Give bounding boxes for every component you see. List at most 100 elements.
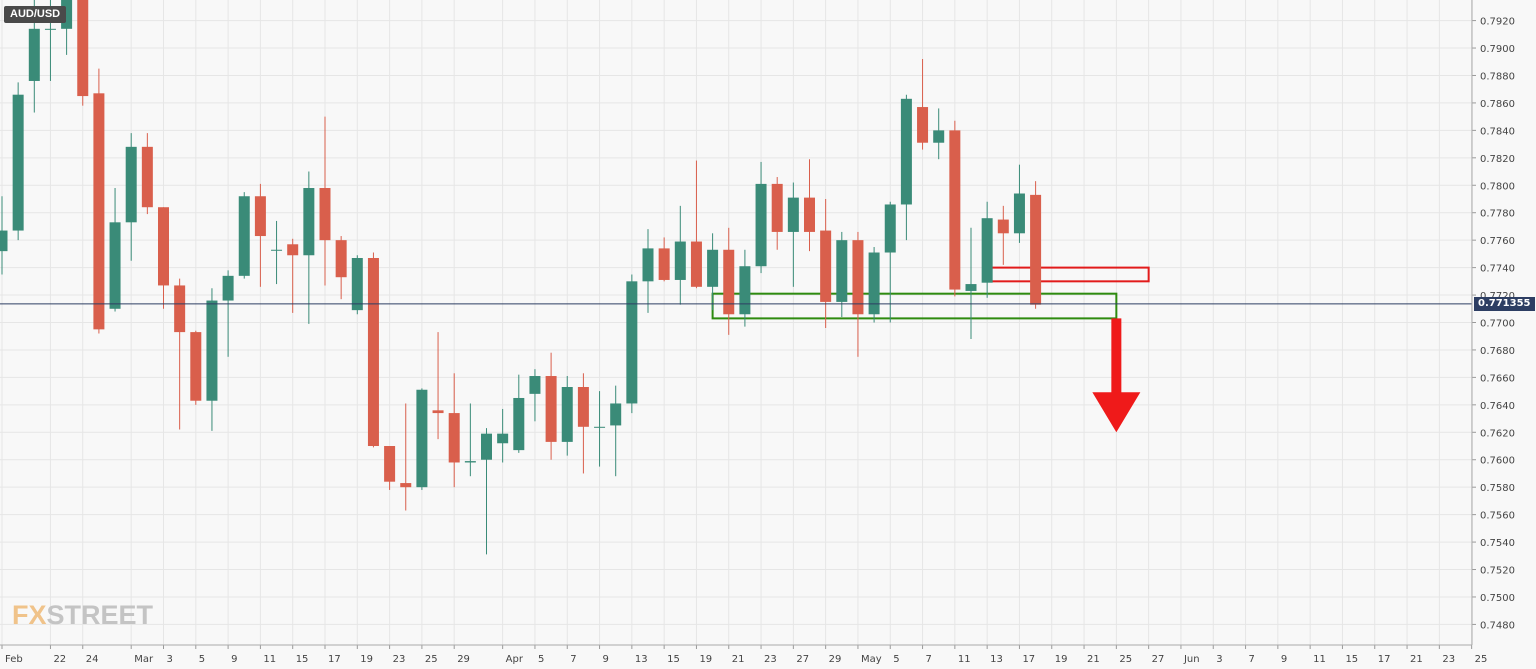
candle-body — [0, 230, 8, 252]
candle-body — [900, 98, 912, 205]
candle-body — [416, 389, 428, 488]
x-tick-label: 3 — [167, 654, 173, 665]
y-tick-label: 0.7840 — [1480, 126, 1515, 137]
candle-body — [1013, 193, 1025, 234]
x-tick-label: 23 — [393, 654, 406, 665]
bearish-candle — [174, 278, 186, 430]
x-tick-label: 25 — [425, 654, 438, 665]
bullish-candle — [513, 374, 525, 453]
y-tick-label: 0.7720 — [1480, 291, 1515, 302]
candle-body — [658, 248, 670, 280]
bullish-candle — [238, 192, 250, 279]
candle-body — [513, 397, 525, 451]
candle-body — [594, 426, 606, 428]
down-arrow — [1092, 318, 1141, 433]
candles — [0, 0, 1042, 555]
y-tick-label: 0.7540 — [1480, 538, 1515, 549]
x-tick-label: Apr — [506, 654, 524, 665]
bullish-candle — [739, 249, 751, 327]
x-tick-label: 7 — [926, 654, 932, 665]
x-tick-label: 19 — [360, 654, 373, 665]
bearish-candle — [917, 59, 929, 150]
candle-body — [1030, 194, 1042, 305]
bearish-candle — [287, 238, 299, 313]
candle-body — [384, 446, 396, 482]
bullish-candle — [965, 227, 977, 339]
bullish-candle — [981, 201, 993, 298]
bullish-candle — [868, 247, 880, 323]
resistance-zone-box — [986, 266, 1150, 283]
candle-body — [868, 252, 880, 315]
candle-body — [77, 0, 89, 97]
bearish-candle — [545, 352, 557, 460]
bearish-candle — [577, 373, 589, 474]
x-tick-label: 15 — [667, 654, 680, 665]
x-tick-label: 7 — [570, 654, 576, 665]
candle-body — [707, 249, 719, 287]
candle-body — [432, 410, 444, 414]
bullish-candle — [561, 376, 573, 456]
bullish-candle — [0, 196, 8, 275]
x-tick-label: 23 — [764, 654, 777, 665]
bullish-candle — [836, 231, 848, 318]
bearish-candle — [319, 116, 331, 286]
y-tick-label: 0.7500 — [1480, 593, 1515, 604]
x-tick-label: 19 — [699, 654, 712, 665]
y-tick-label: 0.7900 — [1480, 44, 1515, 55]
bearish-candle — [432, 332, 444, 440]
y-tick-label: 0.7820 — [1480, 154, 1515, 165]
y-tick-label: 0.7560 — [1480, 511, 1515, 522]
x-tick-label: Feb — [5, 654, 23, 665]
y-tick-label: 0.7620 — [1480, 428, 1515, 439]
x-tick-label: 5 — [538, 654, 544, 665]
candle-body — [206, 300, 218, 401]
candle-body — [626, 281, 638, 404]
x-tick-label: 25 — [1119, 654, 1132, 665]
y-tick-label: 0.7520 — [1480, 566, 1515, 577]
bullish-candle — [222, 270, 234, 357]
bearish-candle — [190, 330, 202, 405]
x-tick-label: 19 — [1055, 654, 1068, 665]
bearish-candle — [723, 227, 735, 335]
bearish-candle — [335, 236, 347, 300]
candle-body — [222, 275, 234, 301]
x-tick-label: 7 — [1249, 654, 1255, 665]
bullish-candle — [884, 201, 896, 323]
candle-body — [755, 183, 767, 267]
candle-body — [448, 413, 460, 463]
y-tick-label: 0.7800 — [1480, 181, 1515, 192]
bullish-candle — [481, 428, 492, 555]
fxstreet-logo: FXSTREET — [12, 600, 154, 630]
candle-body — [351, 258, 363, 311]
x-tick-label: 5 — [199, 654, 205, 665]
bearish-candle — [820, 198, 832, 328]
bearish-candle — [367, 252, 379, 448]
candle-body — [335, 240, 347, 278]
bullish-candle — [642, 229, 654, 313]
candle-body — [690, 241, 702, 287]
y-tick-label: 0.7760 — [1480, 236, 1515, 247]
x-tick-label: 17 — [1378, 654, 1391, 665]
candle-body — [464, 461, 476, 463]
x-tick-label: 13 — [635, 654, 648, 665]
bullish-candle — [125, 133, 137, 261]
bearish-candle — [400, 403, 412, 511]
candle-body — [174, 285, 186, 333]
x-tick-label: 9 — [603, 654, 609, 665]
candle-body — [93, 93, 105, 330]
bearish-candle — [384, 446, 396, 490]
bearish-candle — [771, 177, 783, 250]
x-tick-label: 21 — [1410, 654, 1423, 665]
candle-body — [400, 483, 412, 488]
x-tick-label: 13 — [990, 654, 1003, 665]
candle-body — [319, 188, 331, 241]
x-tick-label: 11 — [1313, 654, 1326, 665]
bearish-candle — [997, 205, 1009, 265]
y-tick-label: 0.7880 — [1480, 71, 1515, 82]
candle-body — [529, 376, 541, 394]
bearish-candle — [448, 373, 460, 488]
y-tick-label: 0.7660 — [1480, 373, 1515, 384]
x-tick-label: 17 — [1022, 654, 1035, 665]
